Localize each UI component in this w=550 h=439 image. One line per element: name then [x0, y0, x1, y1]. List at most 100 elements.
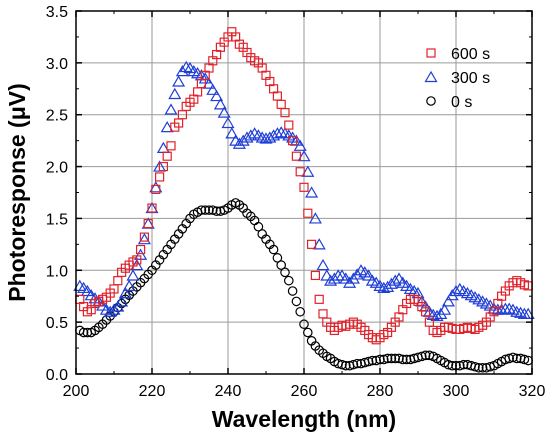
data-point [143, 219, 153, 229]
data-point [213, 98, 227, 110]
data-point [381, 280, 395, 292]
legend: 600 s 300 s 0 s [424, 46, 490, 111]
data-point [137, 232, 151, 245]
legend-label: 300 s [451, 70, 490, 87]
data-point [270, 127, 284, 139]
data-point [375, 354, 385, 365]
data-point [320, 269, 334, 281]
data-point [139, 232, 149, 242]
data-point [166, 141, 176, 151]
data-point [293, 139, 307, 151]
data-point [295, 167, 305, 177]
grid [76, 11, 532, 374]
data-point [221, 116, 235, 129]
y-tick-label: 1.0 [46, 263, 68, 280]
data-point [210, 89, 224, 102]
data-point [378, 354, 389, 365]
data-point [514, 306, 528, 318]
data-point [268, 244, 279, 255]
data-point [272, 253, 283, 263]
y-tick-label: 0.5 [46, 315, 68, 332]
data-point [305, 186, 319, 198]
data-point [363, 356, 374, 367]
data-point [255, 131, 269, 143]
data-point [310, 270, 320, 281]
data-point [343, 276, 357, 288]
data-point [126, 269, 140, 281]
data-point [115, 295, 129, 307]
y-tick-label: 2.0 [46, 160, 68, 177]
data-point [340, 360, 351, 371]
data-point [346, 272, 360, 284]
data-point [386, 353, 397, 364]
data-point [288, 136, 298, 146]
data-point [449, 284, 463, 297]
data-point [132, 255, 142, 265]
data-point [352, 358, 362, 369]
data-point [149, 181, 163, 193]
data-point [388, 274, 402, 286]
data-point [350, 268, 364, 280]
data-point [441, 295, 455, 307]
data-point [445, 288, 459, 301]
data-point [284, 120, 294, 130]
data-point [401, 354, 412, 365]
legend-marker [426, 48, 436, 58]
data-point [204, 205, 214, 215]
data-point [447, 360, 457, 371]
data-point [202, 77, 216, 89]
data-point [420, 350, 431, 361]
data-point [519, 354, 530, 365]
data-point [397, 354, 408, 365]
data-point [130, 258, 144, 271]
data-point [392, 272, 406, 284]
data-point [297, 150, 311, 162]
data-point [302, 327, 313, 338]
data-point [122, 279, 136, 291]
data-point [430, 309, 444, 322]
data-point [458, 359, 469, 370]
data-point [502, 302, 516, 314]
data-point [287, 286, 298, 296]
data-point [470, 361, 480, 372]
data-point [244, 129, 258, 141]
data-point [160, 120, 174, 133]
series-300s [73, 60, 535, 322]
x-tick-label: 220 [139, 383, 166, 400]
data-point [382, 353, 393, 364]
data-point [208, 205, 218, 215]
data-point [291, 151, 301, 161]
data-point [78, 327, 89, 338]
data-point [371, 355, 381, 366]
data-point [508, 352, 518, 363]
x-tick-label: 240 [215, 383, 242, 400]
data-point [158, 161, 168, 172]
y-tick-label: 0.0 [46, 367, 68, 384]
data-point [337, 359, 347, 370]
data-point [434, 307, 448, 319]
data-point [295, 306, 305, 317]
data-point [172, 75, 186, 87]
y-tick-label: 2.5 [46, 108, 68, 125]
y-tick-label: 3.5 [46, 4, 68, 21]
data-point [211, 206, 222, 216]
data-point [495, 303, 509, 315]
data-point [443, 359, 454, 370]
data-point [155, 172, 165, 182]
data-point [179, 60, 193, 73]
data-point [200, 205, 210, 215]
data-point [232, 137, 246, 149]
data-point [367, 355, 378, 366]
data-point [438, 303, 452, 315]
axis-ticks [75, 10, 533, 375]
data-point [107, 303, 121, 315]
data-point [280, 267, 290, 278]
data-point [473, 362, 484, 373]
data-point [301, 165, 315, 177]
legend-marker [426, 96, 436, 106]
data-point [511, 353, 522, 364]
data-point [416, 351, 427, 362]
axis-tick-labels: 200 220 240 260 280 300 320 0.0 0.5 1.0 1.5 2.0 2.5 3… [46, 4, 546, 400]
data-point [521, 307, 535, 319]
